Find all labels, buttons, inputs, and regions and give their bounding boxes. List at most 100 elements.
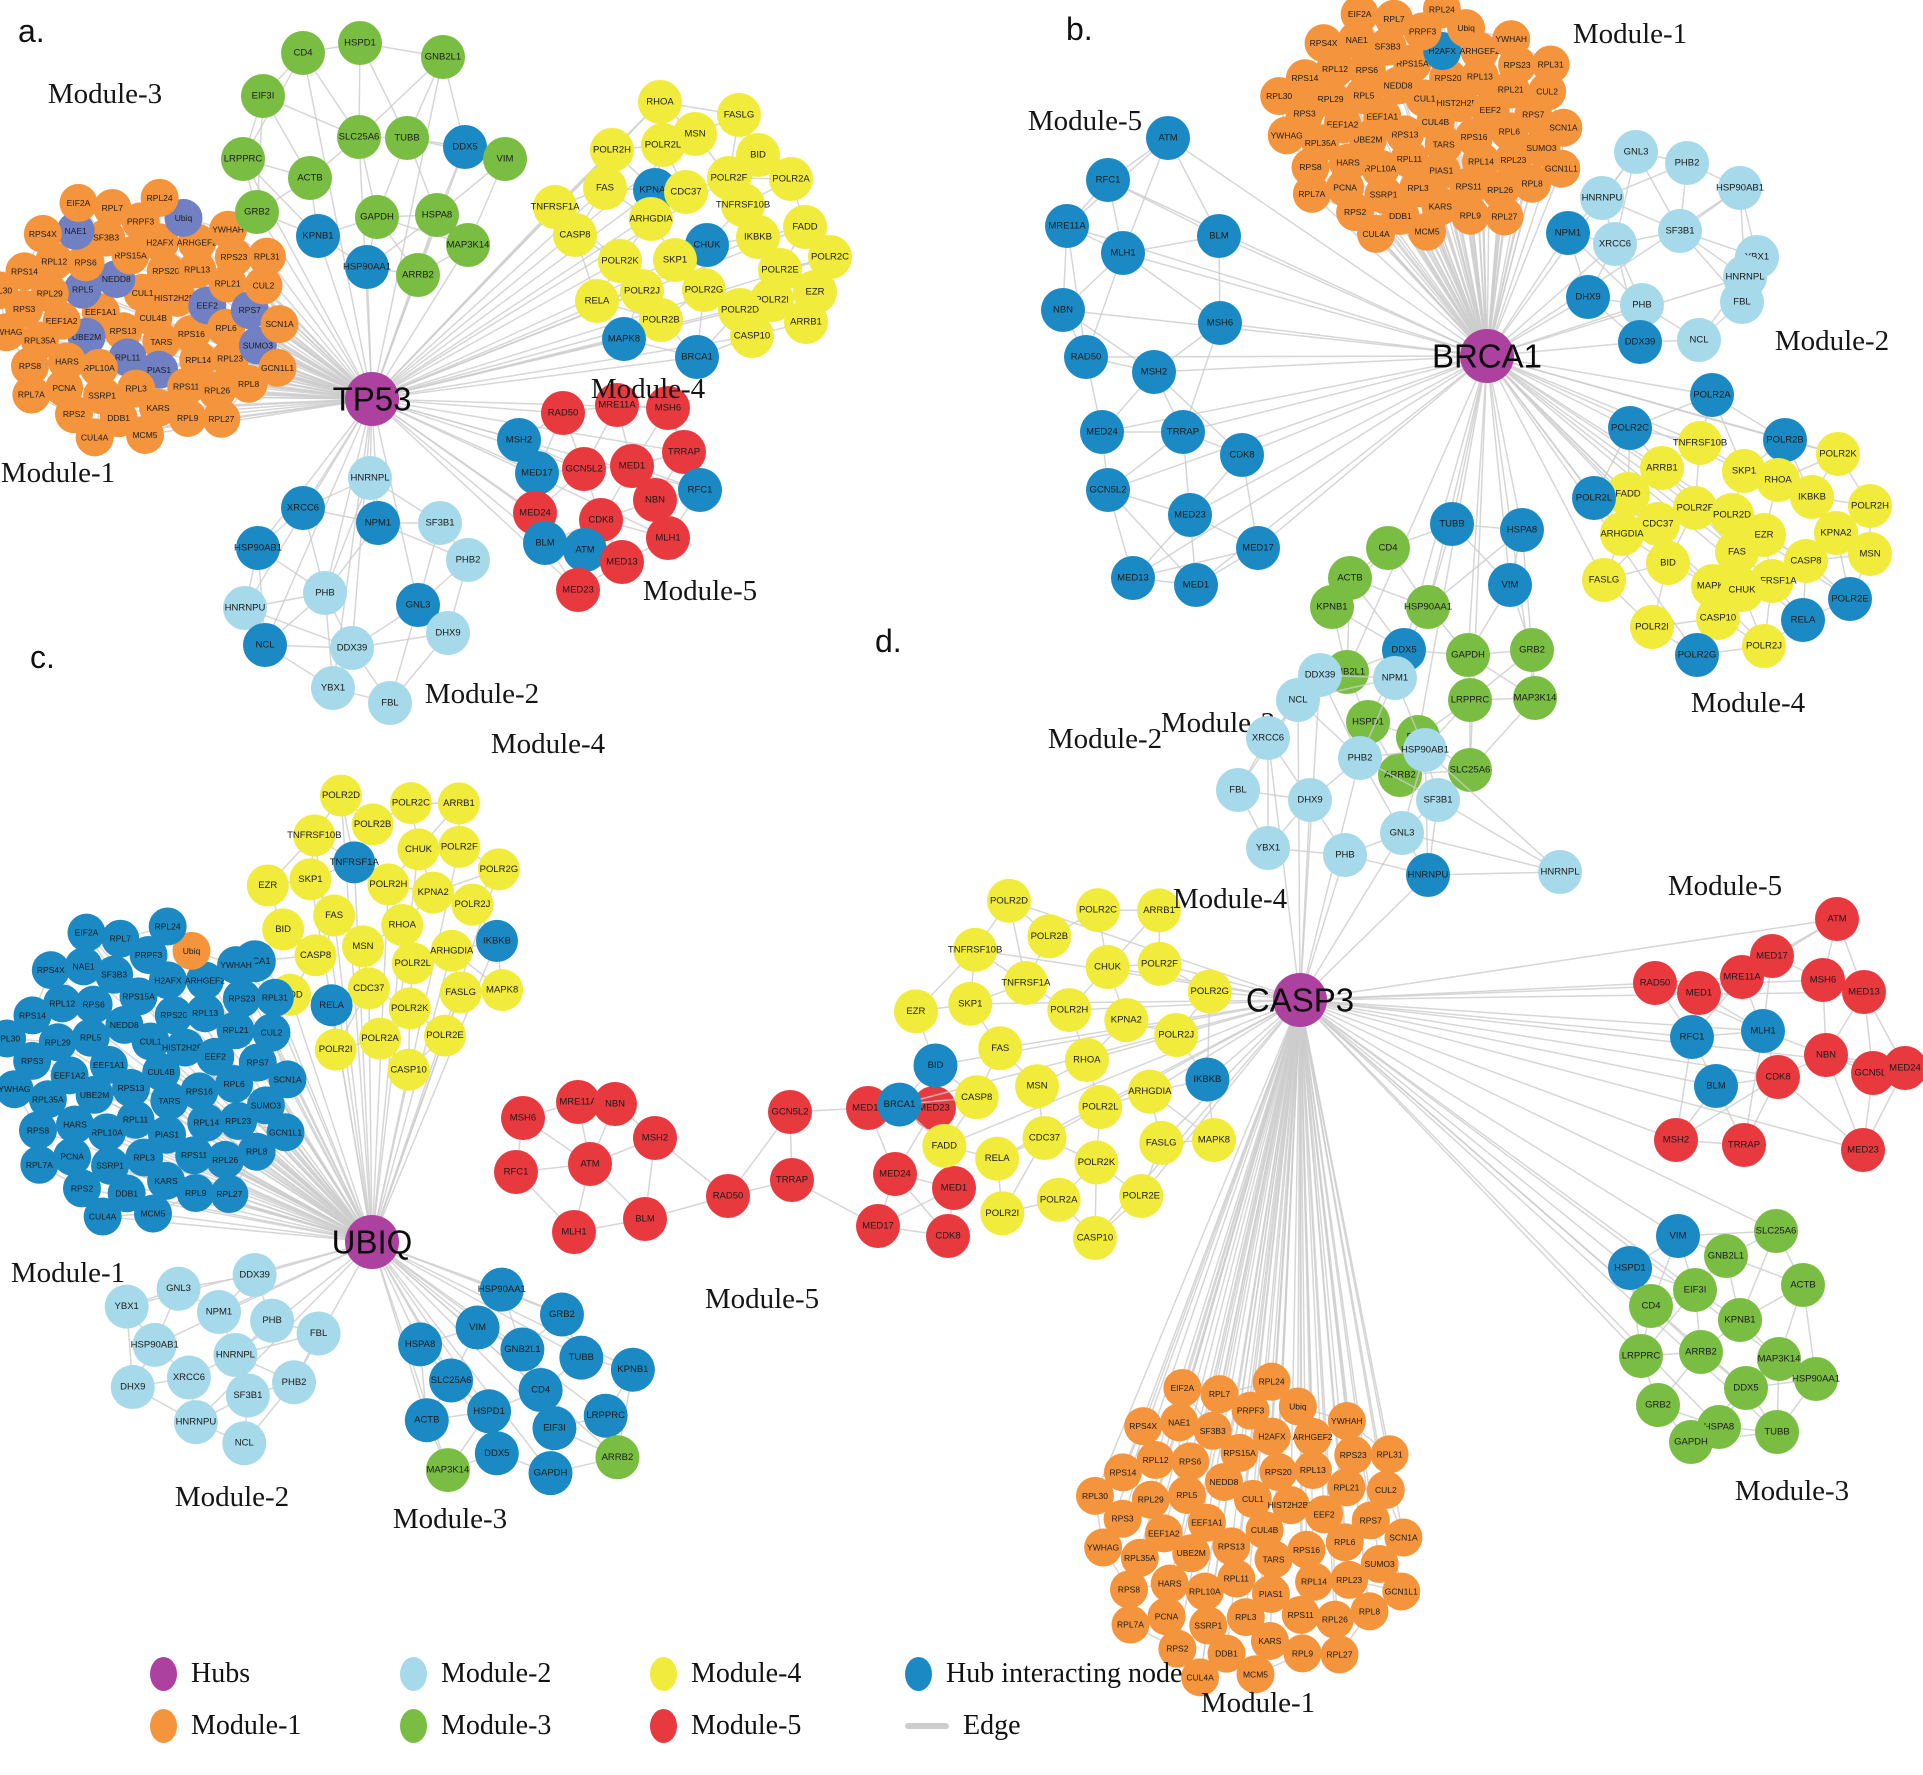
node-label-IKBKB: IKBKB — [1193, 1074, 1221, 1085]
node-LRPPRC — [583, 1393, 628, 1438]
node-label-MRE11A: MRE11A — [598, 400, 636, 411]
node-HIST2H2BE — [1271, 1486, 1310, 1525]
node-label-RPL24: RPL24 — [1259, 1377, 1285, 1387]
node-label-SLC25A6: SLC25A6 — [1450, 765, 1491, 776]
node-MED17 — [856, 1204, 900, 1248]
node-label-NEDD8: NEDD8 — [102, 274, 131, 284]
node-label-ARRB1: ARRB1 — [790, 317, 822, 328]
node-RPL27 — [1485, 197, 1524, 236]
node-label-PRPF3: PRPF3 — [127, 216, 155, 226]
node-label-RPL21: RPL21 — [1498, 85, 1524, 95]
node-SKP1 — [653, 238, 697, 282]
node-label-VIM: VIM — [469, 1322, 486, 1333]
edge — [1427, 355, 1488, 608]
node-label-POLR2F: POLR2F — [441, 841, 478, 852]
node-RHOA — [1756, 458, 1800, 502]
node-POLR2B — [351, 803, 394, 846]
legend-item-hubs: Hubs — [150, 1648, 400, 1700]
node-RHOA — [1064, 1038, 1109, 1082]
node-MSH6 — [501, 1096, 545, 1140]
node-label-RPL7A: RPL7A — [1117, 1620, 1144, 1630]
node-GNL3 — [156, 1266, 201, 1311]
node-SCN1A — [260, 305, 299, 344]
node-SF3B3 — [87, 218, 126, 257]
node-DHX9 — [426, 611, 470, 655]
edge — [1299, 999, 1693, 1038]
node-POLR2G — [477, 848, 520, 891]
node-label-HNRNPL: HNRNPL — [1540, 867, 1579, 878]
node-DDX5 — [474, 1431, 519, 1476]
node-label-KPNA2: KPNA2 — [639, 185, 670, 196]
node-RPL31 — [255, 978, 294, 1017]
node-MRE11A — [1720, 955, 1764, 999]
node-RPS14 — [1103, 1453, 1142, 1492]
node-label-HNRNPU: HNRNPU — [1582, 193, 1623, 204]
node-label-POLR2J: POLR2J — [624, 286, 660, 297]
node-GRB2 — [1510, 628, 1554, 672]
node-RPL21 — [1327, 1468, 1366, 1507]
node-UBE2M — [1172, 1534, 1211, 1573]
node-RPS13 — [1212, 1527, 1251, 1566]
node-POLR2I — [314, 1028, 357, 1071]
node-label-GNL3: GNL3 — [1624, 147, 1649, 158]
node-label-BID: BID — [750, 150, 766, 161]
node-label-CUL1: CUL1 — [1414, 93, 1436, 103]
node-NBN — [593, 1082, 637, 1126]
edge — [235, 964, 373, 1243]
node-label-RAD50: RAD50 — [548, 408, 579, 419]
node-MAPK8 — [1191, 1118, 1236, 1163]
node-label-HSP90AB1: HSP90AB1 — [234, 543, 282, 554]
node-label-RPS6: RPS6 — [1356, 65, 1378, 75]
edge — [1299, 799, 1311, 1001]
node-label-H2AFX: H2AFX — [1258, 1432, 1286, 1442]
node-label-ATM: ATM — [575, 545, 594, 556]
node-label-UBE2M: UBE2M — [80, 1090, 109, 1100]
node-label-EEF1A2: EEF1A2 — [1327, 120, 1359, 130]
edge — [266, 256, 373, 400]
node-RELA — [1781, 598, 1825, 642]
node-GRB2 — [1636, 1383, 1680, 1427]
node-label-RPL6: RPL6 — [1334, 1537, 1356, 1547]
node-label-POLR2B: POLR2B — [1766, 435, 1804, 446]
node-label-POLR2J: POLR2J — [455, 899, 491, 910]
edge — [1299, 832, 1403, 1001]
node-HSPA8 — [1500, 508, 1544, 552]
node-RPL9 — [1283, 1634, 1322, 1673]
node-label-RPS23: RPS23 — [228, 993, 255, 1003]
node-Ubiq — [1278, 1387, 1317, 1426]
node-CUL1 — [1233, 1479, 1272, 1518]
node-label-CASP10: CASP10 — [1077, 1233, 1113, 1244]
node-label-CUL4A: CUL4A — [1362, 229, 1390, 239]
node-label-MSN: MSN — [1859, 549, 1880, 560]
node-CUL4A — [75, 418, 114, 457]
node-label-ARHGEF2: ARHGEF2 — [1460, 46, 1500, 56]
node-MED17 — [1236, 526, 1280, 570]
node-label-PCNA: PCNA — [60, 1152, 84, 1162]
node-label-RPS11: RPS11 — [1456, 181, 1483, 191]
node-NBN — [1804, 1033, 1848, 1077]
node-label-DDB1: DDB1 — [115, 1188, 138, 1198]
hub-label-BRCA1: BRCA1 — [1432, 338, 1542, 375]
node-label-RPS20: RPS20 — [1265, 1467, 1292, 1477]
edge — [1299, 999, 1314, 1437]
node-RPL5 — [71, 1018, 110, 1057]
node-label-GNB2L1: GNB2L1 — [1708, 1251, 1744, 1262]
node-label-UBE2M: UBE2M — [1353, 135, 1382, 145]
node-FASLG — [1582, 558, 1626, 602]
edge — [1299, 999, 1677, 1141]
node-VIM — [455, 1305, 500, 1350]
node-label-EEF1A1: EEF1A1 — [93, 1060, 125, 1070]
node-FASLG — [717, 93, 761, 137]
node-label-EZR: EZR — [906, 1006, 925, 1017]
node-label-RPL12: RPL12 — [41, 256, 67, 266]
node-RPL8 — [1350, 1592, 1389, 1631]
node-label-RPS4X: RPS4X — [29, 229, 57, 239]
node-MSH2 — [1132, 350, 1176, 394]
node-PRPF3 — [1231, 1391, 1270, 1430]
node-CUL4B — [1245, 1511, 1284, 1549]
node-RPL9 — [176, 1174, 215, 1213]
node-label-RPL23: RPL23 — [217, 353, 243, 363]
legend-label: Module-4 — [691, 1658, 802, 1689]
legend-item-hub-interacting-node: Hub interacting node — [905, 1648, 1265, 1700]
edge — [1486, 355, 1701, 444]
